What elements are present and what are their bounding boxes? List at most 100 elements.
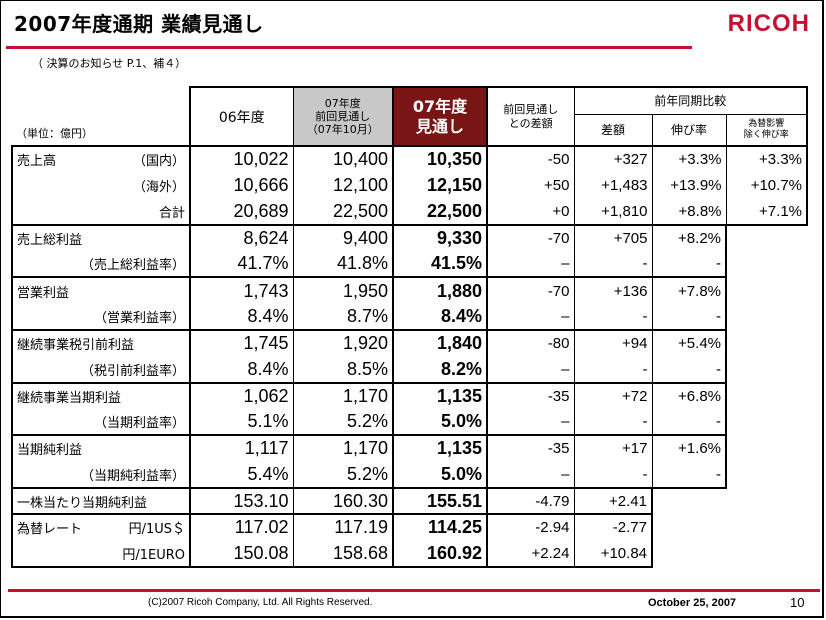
cell-yoy-amount: +94: [574, 329, 653, 357]
cell-fy07: 1,880: [392, 276, 488, 304]
header-prev-line2: 前回見通し: [315, 110, 371, 123]
cell-yoy-fx: +10.7%: [726, 172, 808, 199]
empty-cell: [726, 277, 807, 303]
cell-diff: +2.24: [487, 540, 575, 568]
cell-diff: -80: [487, 329, 575, 357]
empty-cell: [726, 383, 807, 409]
header-yoy: 前年同期比較: [574, 86, 808, 115]
cell-fy07: 10,350: [392, 146, 488, 173]
table-row: 売上高 （国内） 10,022 10,400 10,350 -50 +327 +3…: [11, 146, 808, 173]
cell-yoy-growth: +13.9%: [652, 172, 727, 199]
table-row: 営業利益 1,743 1,950 1,880 -70 +136 +7.8%: [11, 276, 807, 304]
table-row: 合計 20,689 22,500 22,500 +0 +1,810 +8.8% …: [11, 198, 808, 226]
table-row: 当期純利益 1,117 1,170 1,135 -35 +17 +1.6%: [11, 434, 807, 462]
cell-yoy-growth: +7.8%: [652, 276, 727, 304]
row-label: （当期純利益率）: [11, 461, 191, 488]
cell-fy07: 1,135: [392, 434, 488, 462]
header-diff: 前回見通し との差額: [487, 86, 575, 147]
cell-fy06: 1,062: [190, 381, 294, 409]
cell-diff: –: [487, 251, 575, 278]
cell-fy07: 155.51: [392, 486, 488, 515]
empty-cell: [726, 488, 807, 514]
cell-fy07: 160.92: [392, 540, 488, 568]
cell-fy06: 1,745: [190, 329, 294, 357]
header-yoy-amount: 差額: [574, 114, 653, 147]
cell-yoy-amount: -: [574, 408, 653, 436]
empty-cell: [726, 409, 807, 435]
cell-fy07: 1,840: [392, 329, 488, 357]
table-row: 継続事業税引前利益 1,745 1,920 1,840 -80 +94 +5.4…: [11, 329, 807, 357]
cell-prev: 8.7%: [293, 303, 394, 331]
cell-prev: 41.8%: [293, 251, 394, 278]
table-row: （当期純利益率） 5.4% 5.2% 5.0% – - -: [11, 461, 807, 489]
cell-prev: 22,500: [293, 198, 394, 225]
page-number: 10: [790, 595, 805, 610]
cell-diff: -4.79: [487, 486, 575, 515]
table-row: （税引前利益率） 8.4% 8.5% 8.2% – - -: [11, 356, 807, 383]
table-row: （営業利益率） 8.4% 8.7% 8.4% – - -: [11, 303, 807, 331]
header-yoy-fx-line1: 為替影響: [748, 118, 785, 129]
cell-yoy-growth: +3.3%: [652, 146, 727, 173]
cell-fy07: 5.0%: [392, 461, 488, 488]
page-title: 2007年度通期 業績見通し: [14, 12, 264, 36]
cell-fy06: 8,624: [190, 223, 294, 252]
cell-yoy-growth: -: [652, 356, 727, 383]
cell-yoy-amount: +72: [574, 381, 653, 409]
cell-yoy-amount: +1,810: [574, 198, 653, 225]
empty-cell: [652, 514, 726, 540]
cell-prev: 1,950: [293, 276, 394, 304]
cell-fy06: 153.10: [190, 486, 294, 515]
row-label: 継続事業当期利益: [11, 381, 191, 409]
cell-prev: 160.30: [293, 486, 394, 515]
cell-yoy-growth: -: [652, 251, 727, 278]
cell-yoy-amount: +2.41: [574, 486, 653, 515]
cell-diff: -70: [487, 223, 575, 252]
cell-fy06: 41.7%: [190, 251, 294, 278]
row-label: 当期純利益: [11, 434, 191, 462]
cell-yoy-amount: +10.84: [574, 540, 653, 568]
empty-cell: [726, 540, 807, 566]
cell-yoy-growth: -: [652, 303, 727, 331]
cell-yoy-amount: +136: [574, 276, 653, 304]
header-fy07-line2: 見通し: [415, 116, 464, 136]
cell-diff: +0: [487, 198, 575, 225]
cell-diff: -50: [487, 146, 575, 173]
cell-yoy-amount: +17: [574, 434, 653, 462]
empty-cell: [726, 462, 807, 488]
cell-prev: 1,170: [293, 434, 394, 462]
cell-yoy-growth: +6.8%: [652, 381, 727, 409]
cell-diff: -2.94: [487, 513, 575, 541]
cell-fy06: 8.4%: [190, 356, 294, 383]
header-fy06: 06年度: [189, 86, 294, 147]
cell-prev: 5.2%: [293, 461, 394, 488]
empty-cell: [726, 330, 807, 356]
cell-yoy-amount: -2.77: [574, 513, 653, 541]
row-label: 売上総利益: [11, 223, 191, 252]
cell-yoy-growth: +1.6%: [652, 434, 727, 462]
row-label: 為替レート 円/1US＄: [11, 513, 191, 541]
empty-cell: [726, 435, 807, 461]
cell-diff: -70: [487, 276, 575, 304]
unit-label: （単位：億円）: [12, 87, 190, 147]
row-label: （海外）: [11, 172, 191, 199]
header-prev-forecast: 07年度 前回見通し （07年10月）: [293, 86, 394, 147]
cell-prev: 9,400: [293, 223, 394, 252]
table-row: 一株当たり当期純利益 153.10 160.30 155.51 -4.79 +2…: [11, 486, 807, 515]
row-sublabel: 円/1US＄: [128, 522, 185, 538]
cell-prev: 10,400: [293, 146, 394, 173]
row-label: 合計: [11, 198, 191, 225]
cell-fy07: 22,500: [392, 198, 488, 225]
cell-fy06: 117.02: [190, 513, 294, 541]
cell-diff: -35: [487, 434, 575, 462]
cell-fy06: 1,117: [190, 434, 294, 462]
table-row: （海外） 10,666 12,100 12,150 +50 +1,483 +13…: [11, 172, 808, 199]
header-prev-line3: （07年10月）: [306, 123, 379, 136]
table-row: （当期利益率） 5.1% 5.2% 5.0% – - -: [11, 408, 807, 436]
row-label: （営業利益率）: [11, 303, 191, 331]
cell-fy06: 10,022: [190, 146, 294, 173]
empty-cell: [726, 251, 807, 277]
cell-fy06: 5.1%: [190, 408, 294, 436]
row-label: 継続事業税引前利益: [11, 329, 191, 357]
cell-prev: 1,170: [293, 381, 394, 409]
row-label: （当期利益率）: [11, 408, 191, 436]
